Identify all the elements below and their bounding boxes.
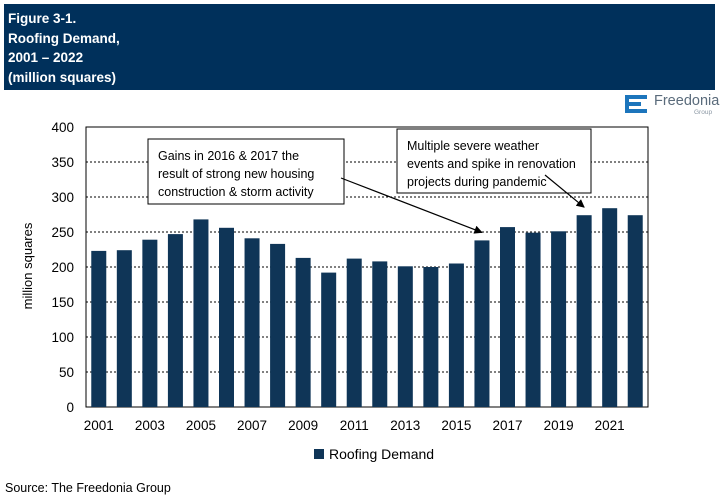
logo-name: Freedonia	[654, 93, 720, 109]
y-tick-label: 250	[51, 225, 74, 240]
figure-title-band: Figure 3-1. Roofing Demand, 2001 – 2022 …	[4, 4, 715, 90]
freedonia-logo-icon	[625, 95, 647, 113]
y-tick-label: 0	[66, 400, 74, 415]
figure-title: Roofing Demand,	[8, 30, 120, 46]
annotation-text: events and spike in renovation	[407, 157, 576, 171]
x-tick-label: 2013	[390, 418, 420, 433]
annotation-text: Multiple severe weather	[407, 139, 539, 153]
y-axis-label: million squares	[20, 222, 35, 309]
y-tick-label: 400	[51, 120, 74, 135]
annotation-arrow	[544, 174, 585, 208]
annotation-box	[396, 128, 592, 194]
bar-2003	[142, 239, 158, 407]
bar-2001	[91, 250, 107, 407]
bar-2010	[321, 272, 337, 407]
bar-2017	[500, 227, 515, 407]
y-tick-label: 50	[59, 365, 74, 380]
source-note: Source: The Freedonia Group	[5, 481, 171, 495]
bar-2021	[602, 208, 618, 407]
bar-2004	[167, 234, 183, 407]
x-tick-label: 2003	[135, 418, 165, 433]
x-tick-label: 2017	[492, 418, 522, 433]
legend: Roofing Demand	[314, 446, 434, 462]
legend-swatch	[314, 449, 324, 459]
legend-label: Roofing Demand	[329, 446, 434, 462]
bar-2015	[448, 263, 464, 407]
y-tick-label: 150	[51, 295, 74, 310]
annotation-text: Gains in 2016 & 2017 the	[158, 149, 299, 163]
annotation-box	[147, 138, 345, 205]
bar-2012	[372, 261, 388, 407]
annotation-text: construction & storm activity	[158, 185, 314, 199]
figure-period: 2001 – 2022	[8, 50, 84, 65]
figure-number: Figure 3-1.	[8, 11, 77, 26]
x-tick-label: 2011	[340, 418, 369, 433]
annotation-arrow	[340, 177, 483, 234]
bar-2022	[627, 215, 643, 407]
y-tick-label: 300	[51, 190, 74, 205]
x-tick-label: 2001	[84, 418, 114, 433]
bar-2019	[551, 231, 567, 407]
bar-2011	[346, 258, 362, 407]
figure-units: (million squares)	[8, 69, 117, 85]
bar-2002	[116, 250, 132, 407]
bar-2014	[423, 267, 439, 407]
bar-2005	[193, 219, 209, 407]
x-tick-label: 2021	[595, 418, 625, 433]
x-tick-label: 2009	[288, 418, 318, 433]
bar-2016	[474, 240, 490, 407]
freedonia-logo: Freedonia Group	[624, 92, 720, 118]
x-axis-ticks: 2001 2003 2005 2007 2009 2011 2013 2015 2017 2019…	[84, 418, 625, 433]
bar-2009	[295, 257, 311, 407]
bar-2008	[270, 243, 286, 407]
x-tick-label: 2019	[544, 418, 574, 433]
bar-2018	[525, 232, 541, 407]
y-tick-label: 100	[51, 330, 74, 345]
bar-2013	[397, 266, 413, 407]
annotation-1: Gains in 2016 & 2017 the result of strong…	[147, 138, 483, 234]
annotation-text: projects during pandemic	[407, 175, 547, 189]
x-tick-label: 2005	[186, 418, 216, 433]
bar-2006	[219, 227, 234, 407]
annotation-text: result of strong new housing	[158, 167, 314, 181]
bars	[91, 208, 643, 407]
annotation-2: Multiple severe weather events and spike …	[396, 128, 592, 208]
x-tick-label: 2007	[237, 418, 267, 433]
x-tick-label: 2015	[441, 418, 471, 433]
annotations: Gains in 2016 & 2017 the result of strong…	[147, 128, 592, 234]
bar-2007	[244, 238, 260, 407]
bar-2020	[576, 215, 592, 407]
y-tick-label: 350	[51, 155, 74, 170]
y-axis-ticks: 0 50 100 150 200 250 300 350 400	[51, 120, 74, 415]
logo-sub: Group	[694, 109, 713, 116]
y-tick-label: 200	[51, 260, 74, 275]
